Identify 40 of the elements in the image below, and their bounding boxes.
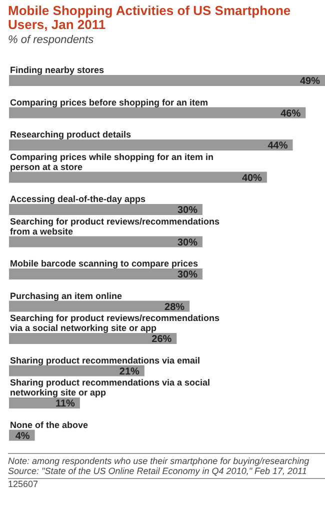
bar — [9, 300, 190, 312]
data-label: 44% — [268, 140, 288, 152]
data-label: 49% — [300, 76, 320, 88]
y-tick-label: Finding nearby stores — [10, 65, 104, 76]
data-label: 11% — [55, 398, 76, 410]
bar — [9, 398, 80, 408]
bar — [9, 268, 202, 280]
bar — [9, 107, 306, 118]
y-tick-label: Mobile barcode scanning to compare prices — [10, 258, 198, 269]
bar — [9, 365, 144, 376]
bar — [9, 236, 202, 248]
data-label: 4% — [15, 430, 30, 442]
data-label: 30% — [177, 237, 198, 248]
chart-subtitle: % of respondents — [8, 34, 95, 46]
data-label: 46% — [280, 108, 301, 120]
data-label: 26% — [152, 334, 172, 346]
data-label: 28% — [164, 302, 185, 313]
y-tick-label: Searching for product reviews/recommendations from a website — [10, 216, 220, 236]
data-label: 21% — [119, 366, 140, 378]
text: 125607 — [8, 478, 325, 489]
bar — [9, 172, 267, 183]
y-tick-label: Comparing prices before shopping for an item — [10, 97, 208, 108]
bar — [9, 75, 325, 86]
y-tick-label: Searching for product reviews/recommendations via a social networking site or app — [10, 313, 220, 334]
data-label: 30% — [177, 205, 198, 216]
bar — [9, 204, 202, 215]
y-tick-label: Accessing deal-of-the-day apps — [10, 194, 146, 204]
data-label: 30% — [177, 270, 198, 281]
bar — [9, 333, 177, 344]
y-tick-label: None of the above — [10, 420, 88, 430]
data-label: 40% — [242, 172, 262, 184]
y-tick-label: Sharing product recommendations via email — [10, 355, 200, 366]
y-tick-label: Comparing prices while shopping for an item in person at a store — [10, 152, 214, 172]
chart-title: Mobile Shopping Activities of US Smartphone Users, Jan 2011 — [8, 3, 292, 32]
bar — [9, 140, 293, 150]
source-note: Source: "State of the US Online Retail Economy in Q4 2010," Feb 17, 2011 — [8, 466, 308, 476]
text: Note: among respondents who use their smartphone for buying/researching — [8, 456, 310, 466]
y-tick-label: Sharing product recommendations via a social networking site or app — [10, 378, 210, 398]
y-tick-label: Researching product details — [10, 130, 132, 140]
y-tick-label: Purchasing an item online — [10, 290, 122, 301]
